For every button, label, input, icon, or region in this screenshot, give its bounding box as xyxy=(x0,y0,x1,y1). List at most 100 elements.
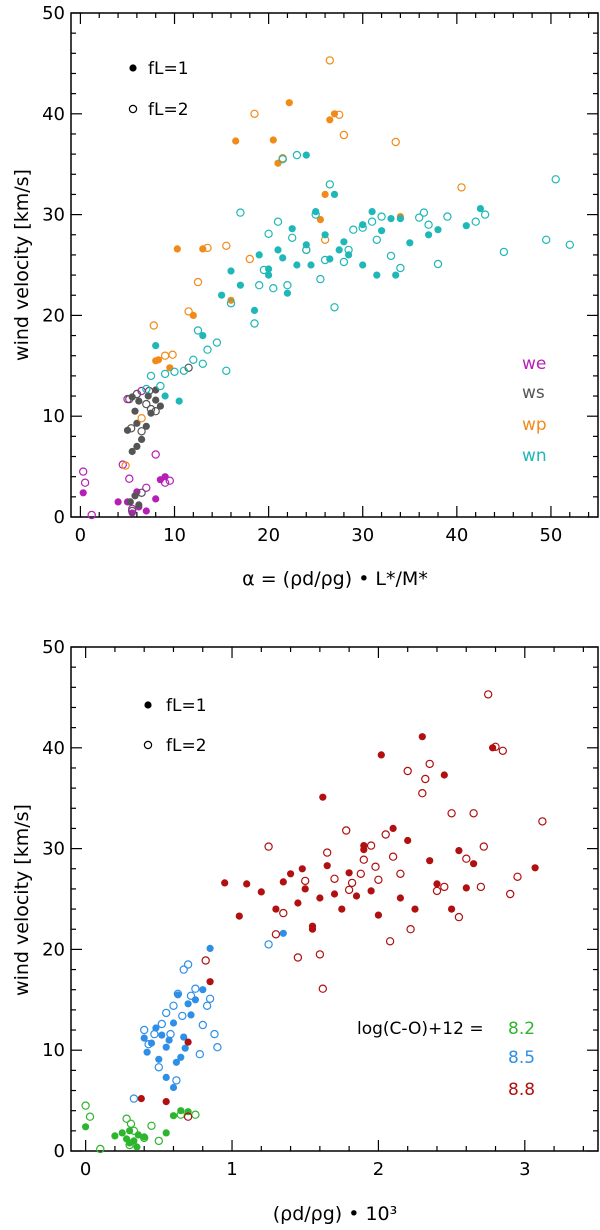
data-point-we xyxy=(87,510,96,520)
data-point-8-8 xyxy=(301,876,310,886)
data-point-8-8 xyxy=(484,690,493,699)
data-point-wp xyxy=(250,109,259,119)
data-point-wn xyxy=(259,265,269,275)
x-tick-label: 40 xyxy=(445,525,468,546)
data-point-ws xyxy=(146,404,156,414)
legend-fl2-label: fL=2 xyxy=(166,736,207,756)
data-point-8-2 xyxy=(118,1129,126,1137)
data-point-wp xyxy=(149,321,158,330)
data-point-8-5 xyxy=(129,1094,139,1103)
data-point-ws xyxy=(126,498,134,506)
data-point-wn xyxy=(302,245,311,255)
data-point-ws xyxy=(126,424,136,433)
legend-open-marker xyxy=(143,740,153,750)
data-point-8-2 xyxy=(122,1114,131,1123)
data-point-8-8 xyxy=(323,862,331,870)
data-point-wn xyxy=(480,210,490,219)
data-point-wp xyxy=(285,99,293,107)
data-point-wn xyxy=(142,384,151,394)
data-point-wp xyxy=(232,137,240,145)
data-point-wn xyxy=(212,338,222,347)
marker-legend: fL=1 fL=2 xyxy=(128,59,189,120)
data-point-we xyxy=(114,498,122,506)
data-point-ws xyxy=(156,402,164,410)
data-point-wn xyxy=(302,151,310,159)
legend-8-5: 8.5 xyxy=(508,1048,535,1068)
data-point-wn xyxy=(316,274,325,284)
data-point-8-5 xyxy=(187,1011,195,1019)
data-point-8-5 xyxy=(279,929,287,937)
data-point-wn xyxy=(321,231,329,239)
data-point-wn xyxy=(255,281,264,290)
legend-wn: wn xyxy=(522,446,547,466)
data-point-8-8 xyxy=(433,880,441,888)
data-point-ws xyxy=(152,386,160,394)
legend-fl2-label: fL=2 xyxy=(148,100,189,120)
data-point-8-8 xyxy=(315,950,325,959)
data-point-wn xyxy=(339,257,349,267)
data-point-8-8 xyxy=(257,888,265,896)
data-point-8-8 xyxy=(338,905,346,913)
data-point-8-5 xyxy=(172,1058,180,1066)
data-point-8-5 xyxy=(161,1008,171,1018)
legend-wp: wp xyxy=(522,415,547,435)
x-tick-label: 0 xyxy=(75,525,86,546)
data-point-8-8 xyxy=(531,864,539,872)
data-point-ws xyxy=(144,392,152,400)
data-point-wp xyxy=(121,461,130,470)
data-point-8-8 xyxy=(538,817,547,826)
data-point-ws xyxy=(128,447,136,456)
data-point-8-8 xyxy=(462,854,471,863)
data-point-we xyxy=(142,483,151,492)
data-point-wn xyxy=(293,261,301,269)
y-tick-label: 40 xyxy=(42,738,65,759)
data-point-wn xyxy=(189,355,198,364)
data-point-8-8 xyxy=(360,842,368,850)
data-point-wn xyxy=(359,261,367,269)
data-point-wn xyxy=(551,175,560,184)
x-tick-label: 50 xyxy=(539,525,562,546)
data-point-8-5 xyxy=(183,960,193,969)
data-point-wn xyxy=(335,246,343,254)
data-point-wp xyxy=(316,216,324,224)
data-point-wn xyxy=(425,231,433,239)
data-point-wp xyxy=(245,254,254,264)
data-point-wn xyxy=(349,225,358,234)
data-point-8-8 xyxy=(279,878,287,886)
data-point-8-5 xyxy=(181,1044,189,1052)
data-point-8-8 xyxy=(462,884,470,892)
data-point-wp xyxy=(335,110,344,120)
data-point-8-8 xyxy=(454,912,464,922)
data-point-8-8 xyxy=(344,885,354,895)
data-point-wn xyxy=(170,367,179,376)
legend-we: we xyxy=(522,354,546,374)
data-point-wn xyxy=(283,281,292,290)
data-point-8-8 xyxy=(385,937,395,946)
data-point-ws xyxy=(137,488,146,497)
data-point-wn xyxy=(419,208,429,217)
data-point-wp xyxy=(326,116,334,124)
tick-labels: 0 10 20 30 40 50 0 1 2 3 xyxy=(42,637,530,1180)
legend-8-2: 8.2 xyxy=(508,1019,535,1039)
data-point-ws xyxy=(135,501,143,509)
data-point-wn xyxy=(406,239,414,247)
data-point-8-5 xyxy=(199,986,207,994)
data-point-8-8 xyxy=(183,1112,193,1121)
data-point-8-8 xyxy=(319,793,327,801)
data-point-8-5 xyxy=(205,994,215,1004)
data-point-8-5 xyxy=(152,1024,160,1032)
y-tick-label: 10 xyxy=(42,406,65,427)
data-point-8-2 xyxy=(169,1112,178,1120)
data-point-8-8 xyxy=(293,953,303,962)
data-point-we xyxy=(125,474,134,483)
data-point-wn xyxy=(471,217,480,226)
data-point-we xyxy=(151,450,160,459)
data-point-wn xyxy=(443,212,452,221)
data-point-wn xyxy=(198,359,207,368)
data-point-8-5 xyxy=(202,1001,212,1011)
data-point-wn xyxy=(330,190,339,198)
data-point-wn xyxy=(358,223,367,232)
data-point-8-8 xyxy=(330,890,339,898)
data-point-wp xyxy=(325,56,334,65)
data-point-8-8 xyxy=(298,865,306,873)
